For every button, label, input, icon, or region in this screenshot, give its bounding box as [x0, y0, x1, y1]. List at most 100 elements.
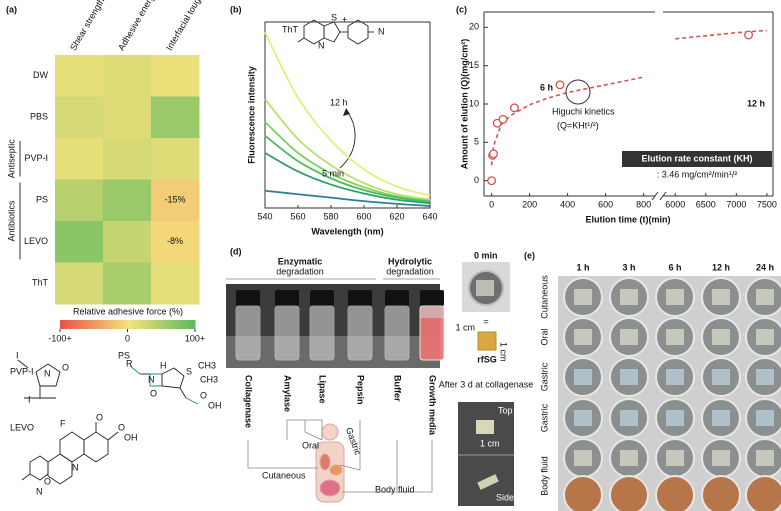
- atom-label: S: [331, 12, 337, 22]
- row-label: Oral: [539, 328, 549, 345]
- heat-cell: [151, 96, 200, 139]
- sample: [712, 289, 730, 305]
- colorbar-step: [103, 320, 108, 329]
- x-axis-label: Wavelength (nm): [311, 226, 383, 236]
- colorbar-step: [63, 320, 68, 329]
- scale-label: 1 cm: [480, 438, 500, 448]
- colorbar-step: [191, 320, 196, 329]
- box-title: Elution rate constant (KH): [641, 153, 752, 163]
- heat-cell: [55, 221, 104, 263]
- sample: [574, 329, 592, 345]
- colorbar-step: [124, 320, 128, 329]
- colorbar-step: [161, 320, 166, 329]
- colorbar-step: [141, 320, 145, 329]
- heat-cell: [151, 55, 200, 97]
- colorbar-step: [188, 320, 193, 329]
- dish: [563, 475, 603, 511]
- colorbar-step: [171, 320, 176, 329]
- sample: [620, 329, 638, 345]
- panel-label: (d): [230, 246, 242, 256]
- x-tick-label: 620: [389, 211, 404, 221]
- atom-label: O: [62, 362, 69, 372]
- column-header: Shear strength: [68, 0, 106, 52]
- colorbar-tick-label: -100+: [48, 333, 71, 343]
- heat-cell: [55, 138, 104, 180]
- atom-label: S: [186, 366, 192, 376]
- heat-cell: [103, 55, 152, 97]
- box-value: : 3.46 mg/cm²/min¹/²: [657, 169, 738, 179]
- vial-cap: [310, 290, 334, 306]
- colorbar-step: [117, 320, 122, 329]
- vial: [235, 305, 261, 361]
- y-tick-label: 10: [469, 98, 479, 108]
- vial: [274, 305, 300, 361]
- heat-cell: [55, 96, 104, 139]
- row-label: LEVO: [24, 236, 48, 246]
- dish: [655, 475, 695, 511]
- vial-cap: [385, 290, 409, 306]
- dish-grid: [558, 276, 781, 511]
- spectrum-line: [264, 189, 431, 207]
- colorbar-step: [90, 320, 95, 329]
- spectrum-line: [264, 31, 431, 197]
- row-label: Body fluid: [539, 456, 549, 496]
- annotation: Higuchi kinetics: [552, 106, 615, 116]
- axis-break: [651, 191, 659, 201]
- colorbar-step: [110, 320, 115, 329]
- vial-cap: [275, 290, 299, 306]
- colorbar-step: [80, 320, 85, 329]
- colorbar-step: [144, 320, 149, 329]
- atom-label: F: [60, 418, 66, 428]
- structure-name: LEVO: [10, 422, 34, 432]
- sample: [574, 410, 592, 426]
- x-tick-label: 6000: [665, 199, 685, 209]
- atom-label: N: [148, 374, 155, 384]
- group-subtitle: degradation: [276, 266, 324, 276]
- x-tick-label: 540: [257, 211, 272, 221]
- colorbar-label: Relative adhesive force (%): [73, 306, 183, 316]
- size-label: 1 cm: [455, 322, 475, 332]
- y-tick-label: 0: [474, 175, 479, 185]
- group-subtitle: degradation: [386, 266, 434, 276]
- colorbar-step: [157, 320, 162, 329]
- patch-side: [477, 474, 499, 490]
- row-label: ThT: [32, 278, 49, 288]
- axis-break: [659, 191, 667, 201]
- colorbar-step: [83, 320, 88, 329]
- annotation: 12 h: [330, 97, 348, 107]
- x-tick-label: 600: [598, 199, 613, 209]
- colorbar-step: [134, 320, 139, 329]
- patch-top: [476, 420, 494, 434]
- plot-frame: [264, 21, 431, 209]
- colorbar-tick-label: 0: [125, 333, 130, 343]
- atom-label: +: [342, 14, 347, 24]
- group-title: Enzymatic: [278, 256, 323, 266]
- colorbar-step: [66, 320, 71, 329]
- vial-cap: [236, 290, 260, 306]
- colorbar-step: [87, 320, 91, 329]
- spectrum-line: [264, 121, 431, 203]
- structures: [17, 359, 199, 485]
- colorbar-step: [127, 320, 132, 329]
- heat-cell: [55, 262, 104, 305]
- colorbar-step: [130, 320, 135, 329]
- heat-cell: [103, 221, 152, 263]
- route-label: Body fluid: [375, 484, 415, 494]
- colorbar-step: [178, 320, 182, 329]
- row-label: Gastric: [539, 362, 549, 391]
- colorbar-step: [100, 320, 105, 329]
- colorbar-step: [107, 320, 112, 329]
- atom-label: OH: [208, 400, 222, 410]
- time-label: 6 h: [668, 262, 681, 272]
- atom-label: OH: [124, 432, 138, 442]
- x-tick-label: 600: [356, 211, 371, 221]
- sample: [620, 289, 638, 305]
- colorbar-step: [137, 320, 142, 329]
- panel-label: (e): [524, 250, 535, 260]
- colorbar-step: [154, 320, 159, 329]
- group-label: Antibiotics: [6, 200, 16, 242]
- spectrum-line: [264, 98, 431, 201]
- annotation: (Q=KHt¹/²): [557, 120, 599, 130]
- colorbar-step: [97, 320, 101, 329]
- atom-label: N: [72, 462, 79, 472]
